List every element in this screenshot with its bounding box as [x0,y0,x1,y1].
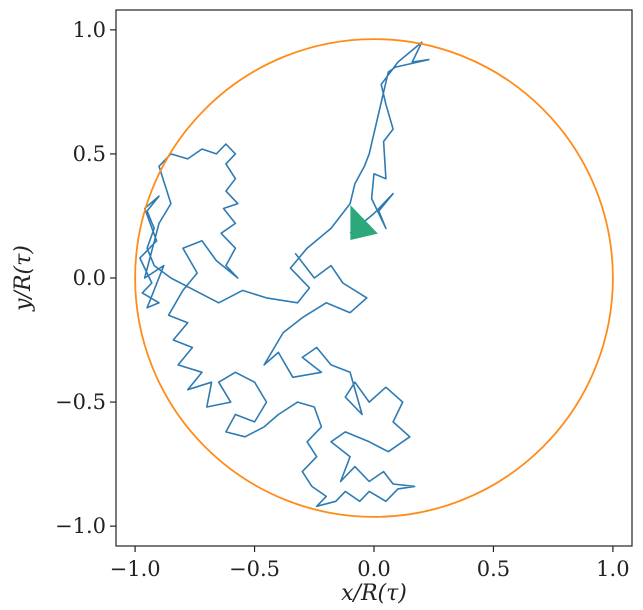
y-tick-label: −1.0 [55,514,106,538]
boundary-circle [134,38,614,518]
y-tick-label: 0.5 [73,142,106,166]
plot-area [134,38,614,518]
y-tick-label: −0.5 [55,390,106,414]
x-axis-label: x/R(τ) [341,581,407,606]
y-tick-label: 1.0 [73,18,106,42]
x-tick-label: 0.0 [357,557,390,581]
x-tick-label: 0.5 [477,557,510,581]
x-tick-label: −0.5 [229,557,280,581]
x-tick-label: 1.0 [596,557,629,581]
plot-content [134,38,614,518]
x-tick-label: −1.0 [110,557,161,581]
trajectory-line-0 [139,41,430,508]
y-axis-label: y/R(τ) [11,245,36,312]
axis-ticks: −1.0 −0.5 0.0 0.5 1.0 −1.0 −0.5 0.0 0.5 1.0 [55,18,630,581]
y-tick-label: 0.0 [73,266,106,290]
start-marker [350,205,378,240]
